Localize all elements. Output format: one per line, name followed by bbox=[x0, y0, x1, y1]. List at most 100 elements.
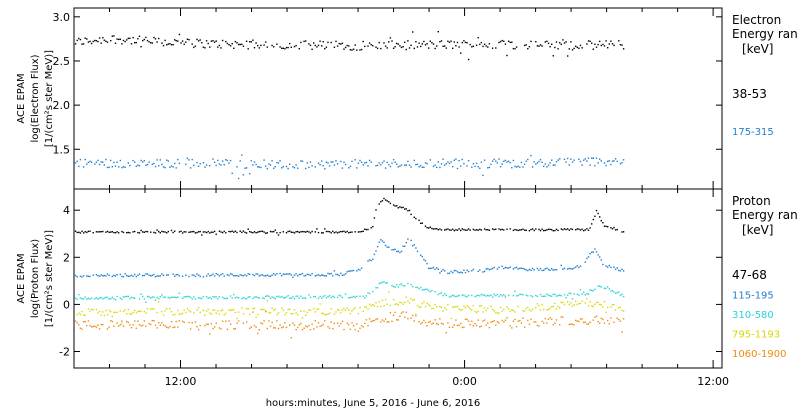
data-point bbox=[514, 311, 516, 313]
data-point bbox=[493, 228, 495, 231]
data-point bbox=[269, 275, 272, 277]
data-point bbox=[223, 297, 225, 300]
data-point bbox=[249, 313, 251, 316]
data-point bbox=[129, 313, 131, 315]
data-point bbox=[338, 274, 340, 277]
data-point bbox=[204, 325, 206, 327]
data-point bbox=[284, 48, 286, 50]
data-point bbox=[324, 168, 326, 170]
data-point bbox=[488, 326, 491, 329]
data-point bbox=[578, 302, 580, 305]
data-point bbox=[420, 286, 422, 289]
data-point bbox=[410, 283, 412, 286]
data-point bbox=[469, 308, 471, 310]
data-point bbox=[388, 201, 390, 203]
data-point bbox=[333, 322, 336, 325]
data-point bbox=[614, 229, 617, 231]
data-point bbox=[76, 276, 78, 278]
data-point bbox=[137, 274, 139, 276]
data-point bbox=[372, 320, 374, 322]
data-point bbox=[567, 228, 569, 230]
data-point bbox=[97, 231, 99, 233]
data-point bbox=[368, 292, 371, 295]
data-point bbox=[188, 159, 190, 161]
data-point bbox=[452, 47, 454, 49]
data-point bbox=[495, 311, 497, 314]
data-point bbox=[440, 322, 443, 325]
data-point bbox=[493, 158, 495, 161]
data-point bbox=[475, 44, 478, 46]
data-point bbox=[576, 320, 578, 322]
data-point bbox=[360, 267, 363, 269]
data-point bbox=[514, 290, 516, 292]
data-point bbox=[523, 268, 526, 270]
data-point bbox=[86, 298, 88, 300]
data-point bbox=[496, 268, 499, 270]
data-point bbox=[314, 275, 316, 277]
data-point bbox=[242, 313, 245, 315]
data-point bbox=[573, 304, 575, 306]
data-point bbox=[538, 269, 540, 271]
data-point bbox=[530, 295, 532, 297]
data-point bbox=[431, 307, 433, 310]
data-point bbox=[407, 238, 409, 240]
data-point bbox=[546, 40, 548, 42]
data-point bbox=[461, 228, 463, 230]
data-point bbox=[434, 291, 436, 293]
data-point bbox=[212, 40, 214, 42]
data-point bbox=[223, 314, 225, 316]
data-point bbox=[135, 312, 137, 314]
data-point bbox=[586, 323, 588, 325]
data-point bbox=[370, 161, 372, 163]
data-point bbox=[394, 303, 396, 306]
data-point bbox=[108, 231, 110, 233]
data-point bbox=[346, 322, 348, 324]
data-point bbox=[138, 273, 141, 275]
data-point bbox=[444, 307, 446, 309]
data-point bbox=[501, 39, 503, 42]
data-point bbox=[76, 160, 78, 162]
data-point bbox=[547, 318, 550, 320]
data-point bbox=[344, 163, 347, 166]
data-point bbox=[402, 303, 404, 305]
data-point bbox=[349, 165, 352, 168]
data-point bbox=[367, 324, 369, 327]
data-point bbox=[544, 41, 546, 43]
data-point bbox=[359, 49, 361, 51]
data-point bbox=[551, 43, 553, 45]
data-point bbox=[183, 321, 185, 324]
data-point bbox=[164, 310, 166, 312]
data-point bbox=[213, 161, 216, 163]
data-point bbox=[528, 46, 531, 48]
data-point bbox=[191, 43, 193, 45]
data-point bbox=[274, 229, 276, 231]
data-point bbox=[356, 49, 358, 51]
data-point bbox=[98, 328, 101, 330]
data-point bbox=[150, 42, 152, 44]
data-point bbox=[475, 229, 478, 231]
data-point bbox=[215, 312, 217, 314]
data-point bbox=[319, 295, 321, 298]
data-point bbox=[247, 308, 249, 310]
data-point bbox=[114, 299, 117, 301]
data-point bbox=[201, 234, 203, 236]
data-point bbox=[228, 230, 230, 233]
data-point bbox=[384, 167, 387, 169]
data-point bbox=[130, 327, 133, 329]
data-point bbox=[245, 307, 248, 310]
data-point bbox=[234, 311, 237, 314]
data-point bbox=[424, 260, 427, 262]
data-point bbox=[428, 303, 430, 306]
data-point bbox=[578, 47, 580, 49]
data-point bbox=[453, 324, 455, 326]
data-point bbox=[113, 35, 115, 37]
data-point bbox=[328, 295, 331, 297]
data-point bbox=[616, 292, 618, 294]
data-point bbox=[506, 267, 508, 269]
data-point bbox=[338, 231, 340, 233]
data-point bbox=[100, 296, 102, 299]
data-point bbox=[189, 167, 192, 169]
data-point bbox=[159, 324, 161, 326]
data-point bbox=[412, 314, 414, 317]
data-point bbox=[525, 44, 527, 46]
